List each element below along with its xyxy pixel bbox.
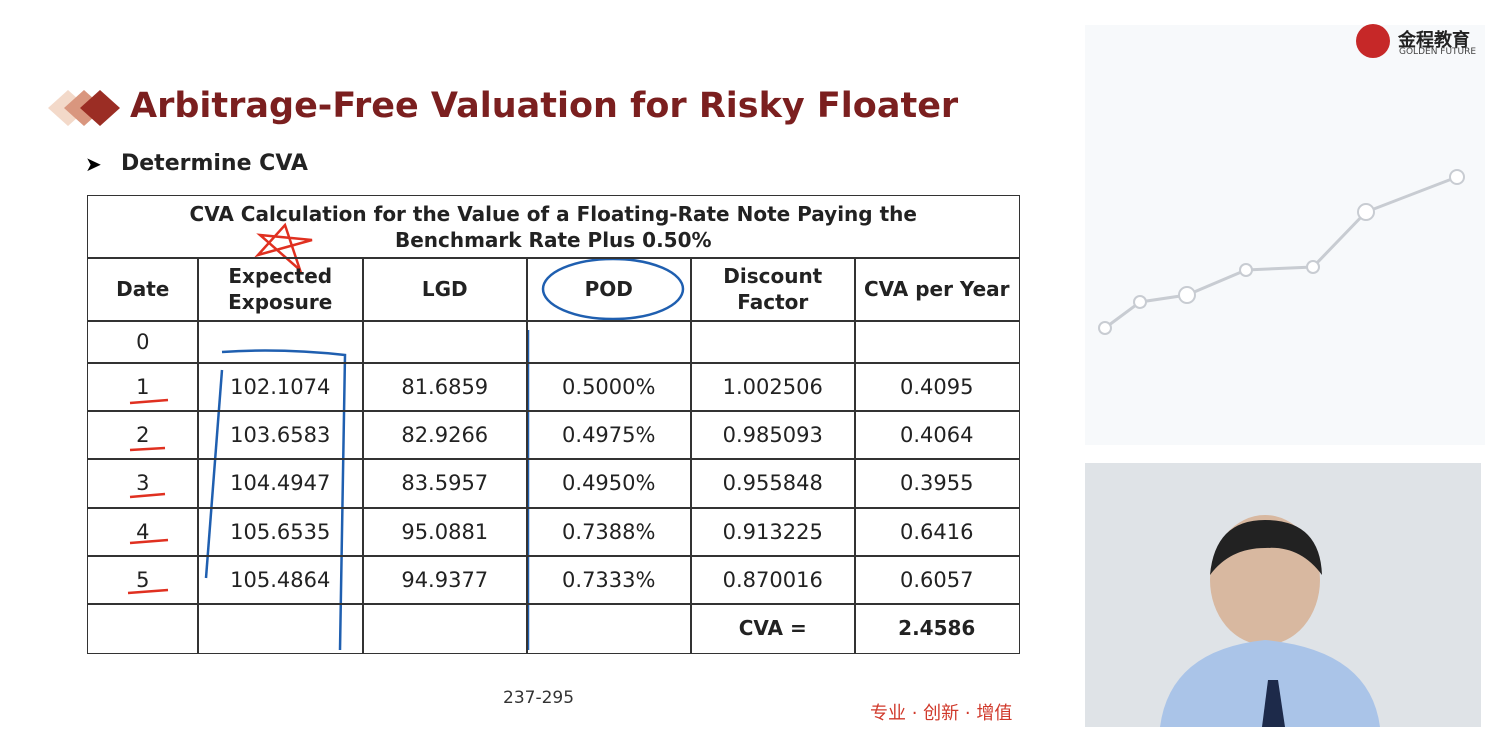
table-cell	[362, 320, 528, 364]
table-cell	[690, 320, 856, 364]
table-title: CVA Calculation for the Value of a Float…	[87, 195, 1020, 259]
bullet-arrow: ➤	[85, 152, 102, 176]
table-cell: 95.0881	[362, 507, 528, 557]
table-cell: 94.9377	[362, 555, 528, 605]
table-cell	[197, 320, 364, 364]
logo-tagline: GOLDEN FUTURE	[1399, 47, 1477, 57]
column-header: Date	[87, 257, 199, 322]
table-cell: 0.985093	[690, 410, 856, 460]
table-cell: 0.4975%	[526, 410, 692, 460]
total-label: CVA =	[690, 603, 856, 654]
table-cell: 0.870016	[690, 555, 856, 605]
table-cell: 0.955848	[690, 458, 856, 509]
table-cell: 83.5957	[362, 458, 528, 509]
table-cell: 104.4947	[197, 458, 364, 509]
table-cell: 82.9266	[362, 410, 528, 460]
table-cell: 4	[87, 507, 199, 557]
table-cell: 102.1074	[197, 362, 364, 412]
table-cell: 5	[87, 555, 199, 605]
column-header: POD	[526, 257, 692, 322]
bullet: Determine CVA	[121, 151, 308, 176]
table-cell: 1	[87, 362, 199, 412]
table-cell: 0.6416	[854, 507, 1020, 557]
table-cell: 0.3955	[854, 458, 1020, 509]
table-cell	[854, 320, 1020, 364]
table-cell: 105.4864	[197, 555, 364, 605]
table-cell: 81.6859	[362, 362, 528, 412]
table-cell: 0.913225	[690, 507, 856, 557]
column-header: CVA per Year	[854, 257, 1020, 322]
table-cell: 0.4095	[854, 362, 1020, 412]
table-cell: 0.5000%	[526, 362, 692, 412]
table-cell: 0.4064	[854, 410, 1020, 460]
table-cell: 0.7333%	[526, 555, 692, 605]
table-cell	[526, 320, 692, 364]
table-cell	[197, 603, 364, 654]
table-cell: 2	[87, 410, 199, 460]
table-cell: 1.002506	[690, 362, 856, 412]
column-header: Discount Factor	[690, 257, 856, 322]
table-cell	[526, 603, 692, 654]
column-header: Expected Exposure	[197, 257, 364, 322]
table-cell: 0	[87, 320, 199, 364]
table-cell	[362, 603, 528, 654]
table-cell: 0.7388%	[526, 507, 692, 557]
page-number: 237-295	[503, 688, 575, 708]
table-cell: 103.6583	[197, 410, 364, 460]
table-cell: 3	[87, 458, 199, 509]
logo-name: 金程教育	[1398, 30, 1470, 51]
table-cell: 0.4950%	[526, 458, 692, 509]
table-cell: 105.6535	[197, 507, 364, 557]
table-cell: 0.6057	[854, 555, 1020, 605]
slide-title: Arbitrage-Free Valuation for Risky Float…	[130, 86, 959, 126]
column-header: LGD	[362, 257, 528, 322]
total-value: 2.4586	[854, 603, 1020, 654]
slogan: 专业 · 创新 · 增值	[870, 703, 1013, 724]
table-cell	[87, 603, 199, 654]
